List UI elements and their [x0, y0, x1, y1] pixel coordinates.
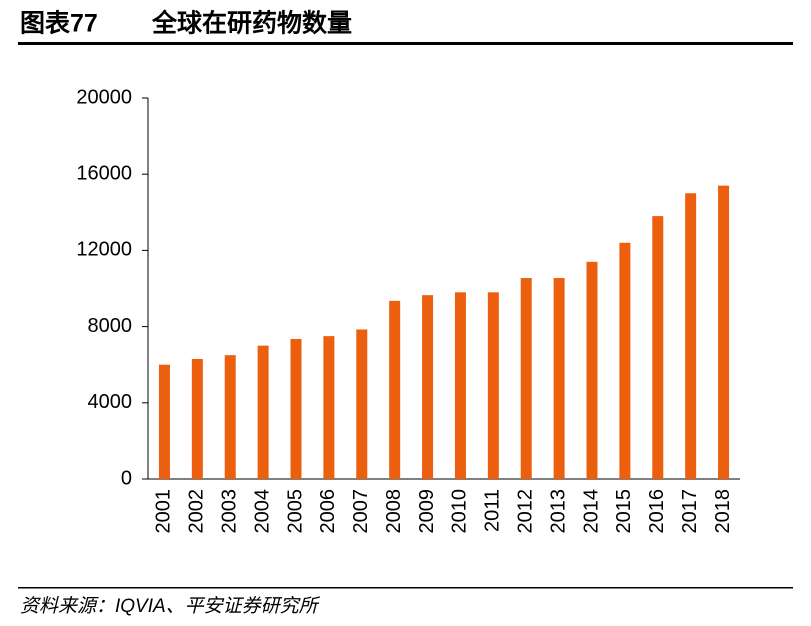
- x-tick-label: 2008: [383, 489, 405, 534]
- x-tick-label: 2017: [679, 489, 701, 534]
- bar: [389, 300, 401, 479]
- bar: [356, 329, 368, 479]
- x-tick-label: 2003: [219, 489, 241, 534]
- bar: [685, 193, 697, 479]
- x-tick-label: 2002: [186, 489, 208, 534]
- bar: [586, 261, 598, 479]
- x-tick-label: 2014: [580, 489, 602, 534]
- x-tick-label: 2018: [712, 489, 734, 534]
- bar: [553, 278, 565, 479]
- bar: [158, 364, 170, 479]
- x-tick-label: 2009: [416, 489, 438, 534]
- bar: [454, 292, 466, 479]
- y-tick-label: 20000: [76, 86, 132, 108]
- bar: [191, 358, 203, 479]
- bar: [487, 292, 499, 479]
- bar: [520, 278, 532, 479]
- bar: [224, 355, 236, 479]
- x-tick-label: 2012: [515, 489, 537, 534]
- y-tick-label: 0: [121, 467, 132, 489]
- bar: [323, 336, 335, 479]
- x-tick-label: 2001: [153, 489, 175, 534]
- x-tick-label: 2006: [317, 489, 339, 534]
- x-tick-label: 2010: [449, 489, 471, 534]
- y-tick-label: 4000: [88, 391, 133, 413]
- x-tick-label: 2015: [613, 489, 635, 534]
- bar: [718, 185, 730, 479]
- bar: [422, 295, 434, 479]
- x-tick-label: 2011: [482, 489, 504, 532]
- chart-title: 全球在研药物数量: [151, 9, 352, 38]
- source-note: 资料来源：IQVIA、平安证券研究所: [20, 595, 321, 617]
- x-tick-label: 2005: [284, 489, 306, 534]
- header-rule: [18, 42, 793, 45]
- bar: [652, 216, 664, 480]
- x-tick-label: 2007: [350, 489, 372, 534]
- bar: [290, 338, 302, 479]
- x-tick-label: 2004: [251, 489, 273, 534]
- y-tick-label: 8000: [88, 315, 133, 337]
- y-tick-label: 16000: [76, 162, 132, 184]
- figure-label: 图表77: [20, 10, 98, 38]
- bar: [619, 242, 631, 479]
- footer-rule: [18, 587, 793, 589]
- x-tick-label: 2013: [547, 489, 569, 534]
- y-tick-label: 12000: [76, 239, 132, 261]
- bar: [257, 345, 269, 479]
- x-tick-label: 2016: [646, 489, 668, 534]
